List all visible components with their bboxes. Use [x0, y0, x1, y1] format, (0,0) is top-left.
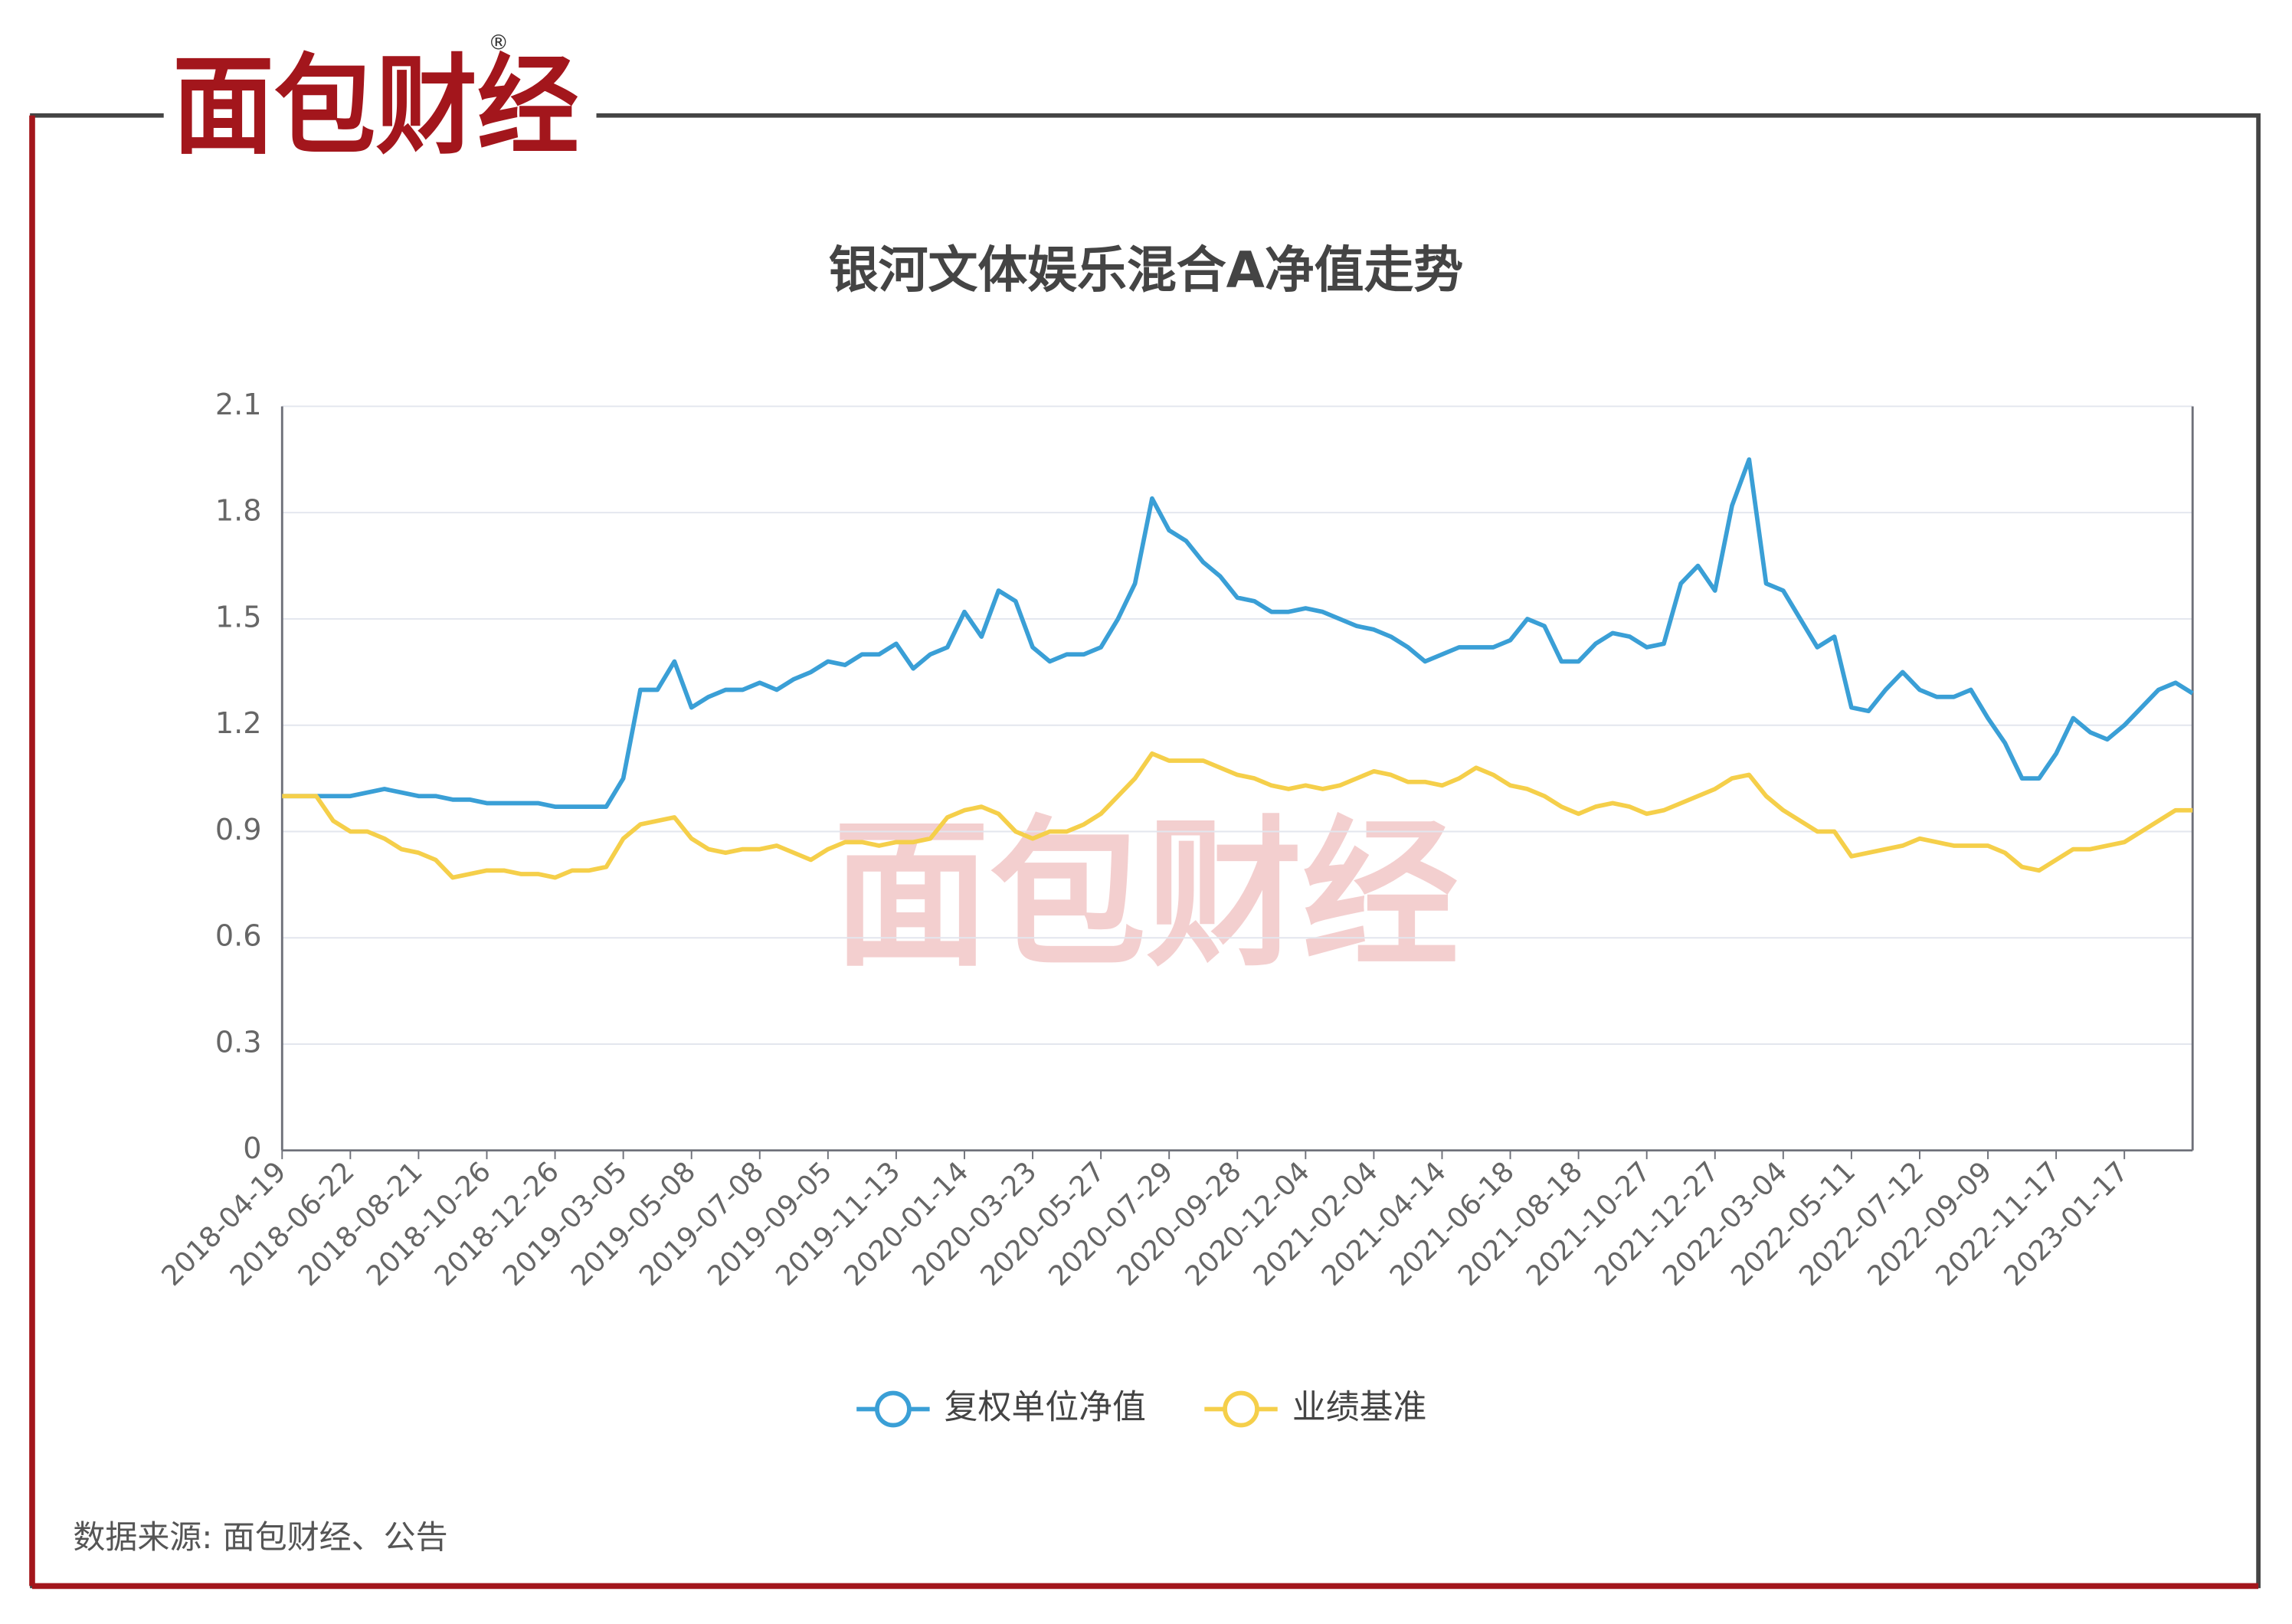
y-tick-label: 1.2 [215, 706, 262, 740]
y-tick-label: 0.3 [215, 1025, 262, 1059]
legend-marker [875, 1390, 912, 1428]
y-tick-label: 0 [243, 1131, 261, 1165]
series-line [282, 457, 2194, 809]
y-tick-label: 1.8 [215, 494, 262, 528]
chart-title: 银河文体娱乐混合A净值走势 [829, 241, 1464, 299]
source-note: 数据来源: 面包财经、公告 [73, 1518, 447, 1556]
logo: 面包财经 [172, 44, 578, 169]
series-line [282, 751, 2193, 880]
logo-mark: ® [488, 31, 509, 55]
legend-marker [1223, 1390, 1259, 1428]
logo-bg [163, 44, 597, 175]
y-tick-label: 0.9 [215, 813, 262, 846]
y-tick-label: 0.6 [215, 919, 262, 953]
y-tick-label: 1.5 [215, 600, 262, 634]
legend-label: 复权单位净值 [945, 1387, 1146, 1426]
y-tick-label: 2.1 [215, 388, 262, 421]
watermark: 面包财经 [833, 801, 1459, 989]
legend-label: 业绩基准 [1292, 1387, 1426, 1426]
